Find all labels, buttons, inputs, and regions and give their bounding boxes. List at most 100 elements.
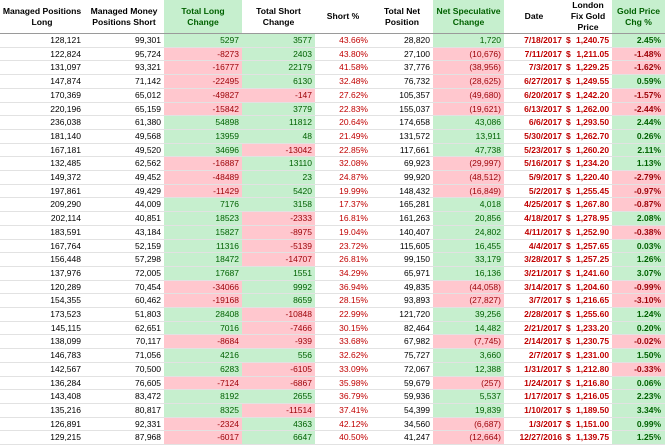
gold-price-cell: 1,212.80: [574, 362, 613, 377]
currency-symbol-cell: $: [564, 88, 574, 103]
date-cell: 4/18/2017: [504, 211, 564, 226]
managed-short-cell: 99,301: [84, 33, 164, 48]
managed-short-cell: 49,429: [84, 184, 164, 199]
table-row: 132,485 62,562 -16887 13110 32.08% 69,923 (29,…: [0, 156, 665, 172]
managed-short-cell: 71,056: [84, 348, 164, 363]
date-cell: 2/21/2017: [504, 321, 564, 336]
short-pct-cell: 22.85%: [315, 143, 371, 158]
managed-long-cell: 126,891: [0, 417, 84, 432]
currency-symbol-cell: $: [564, 266, 574, 281]
total-net-position-cell: 27,100: [371, 47, 433, 62]
total-long-change-cell: -49827: [164, 88, 242, 103]
short-pct-cell: 40.50%: [315, 430, 371, 445]
managed-long-cell: 129,215: [0, 430, 84, 445]
net-speculative-change-cell: 19,839: [433, 403, 504, 418]
managed-short-cell: 76,605: [84, 376, 164, 391]
gold-price-cell: 1,216.65: [574, 293, 613, 309]
net-speculative-change-cell: 16,455: [433, 239, 504, 254]
net-speculative-change-cell: (7,745): [433, 334, 504, 350]
managed-long-cell: 220,196: [0, 102, 84, 117]
gold-price-change-cell: 2.23%: [612, 389, 665, 404]
currency-symbol-cell: $: [564, 403, 574, 418]
total-long-change-cell: -34066: [164, 280, 242, 295]
total-short-change-cell: -939: [242, 334, 315, 350]
net-speculative-change-cell: (19,621): [433, 102, 504, 117]
net-speculative-change-cell: 12,388: [433, 362, 504, 377]
short-pct-cell: 28.15%: [315, 293, 371, 309]
total-long-change-cell: -6017: [164, 430, 242, 445]
gold-price-cell: 1,216.80: [574, 376, 613, 391]
currency-symbol-cell: $: [564, 102, 574, 117]
header-managed-long: Managed Positions Long: [0, 0, 84, 34]
short-pct-cell: 34.29%: [315, 266, 371, 281]
managed-long-cell: 202,114: [0, 211, 84, 226]
total-net-position-cell: 148,432: [371, 184, 433, 199]
short-pct-cell: 32.62%: [315, 348, 371, 363]
managed-long-cell: 154,355: [0, 293, 84, 309]
total-net-position-cell: 105,357: [371, 88, 433, 103]
gold-price-change-cell: 1.13%: [612, 156, 665, 172]
gold-price-change-cell: 0.26%: [612, 129, 665, 144]
total-short-change-cell: -11514: [242, 403, 315, 418]
gold-price-change-cell: 0.03%: [612, 239, 665, 254]
date-cell: 5/30/2017: [504, 129, 564, 144]
total-net-position-cell: 174,658: [371, 115, 433, 130]
table-row: 209,290 44,009 7176 3158 17.37% 165,281 4,018 4…: [0, 197, 665, 213]
total-short-change-cell: 11812: [242, 115, 315, 130]
date-cell: 6/27/2017: [504, 74, 564, 89]
table-row: 149,372 49,452 -48489 23 24.87% 99,920 (48,512…: [0, 170, 665, 185]
date-cell: 5/23/2017: [504, 143, 564, 158]
gold-price-cell: 1,240.75: [574, 33, 613, 48]
short-pct-cell: 22.99%: [315, 307, 371, 322]
currency-symbol-cell: $: [564, 211, 574, 226]
managed-long-cell: 167,764: [0, 239, 84, 254]
gold-price-cell: 1,255.45: [574, 184, 613, 199]
table-row: 128,121 99,301 5297 3577 43.66% 28,820 1,720 7/…: [0, 33, 665, 48]
net-speculative-change-cell: (48,512): [433, 170, 504, 185]
date-cell: 1/10/2017: [504, 403, 564, 418]
table-row: 173,523 51,803 28408 -10848 22.99% 121,720 39,…: [0, 307, 665, 322]
currency-symbol-cell: $: [564, 334, 574, 350]
short-pct-cell: 32.08%: [315, 156, 371, 172]
date-cell: 3/21/2017: [504, 266, 564, 281]
gold-price-change-cell: 0.99%: [612, 417, 665, 432]
net-speculative-change-cell: (29,997): [433, 156, 504, 172]
managed-long-cell: 120,289: [0, 280, 84, 295]
gold-price-change-cell: 3.34%: [612, 403, 665, 418]
total-short-change-cell: 6130: [242, 74, 315, 89]
table-header: Managed Positions Long Managed Money Pos…: [0, 0, 665, 34]
gold-price-cell: 1,267.80: [574, 197, 613, 213]
total-long-change-cell: 28408: [164, 307, 242, 322]
total-net-position-cell: 65,971: [371, 266, 433, 281]
net-speculative-change-cell: 20,856: [433, 211, 504, 226]
gold-price-cell: 1,220.40: [574, 170, 613, 185]
date-cell: 7/18/2017: [504, 33, 564, 48]
date-cell: 4/25/2017: [504, 197, 564, 213]
table-row: 142,567 70,500 6283 -6105 33.09% 72,067 12,388…: [0, 362, 665, 377]
gold-price-cell: 1,216.05: [574, 389, 613, 404]
total-short-change-cell: 9992: [242, 280, 315, 295]
total-short-change-cell: -13042: [242, 143, 315, 158]
managed-short-cell: 49,568: [84, 129, 164, 144]
header-gold-price-change-pct: Gold Price Chg %: [612, 0, 665, 34]
gold-price-change-cell: 3.07%: [612, 266, 665, 281]
date-cell: 12/27/2016: [504, 430, 564, 445]
total-long-change-cell: 7176: [164, 197, 242, 213]
short-pct-cell: 42.12%: [315, 417, 371, 432]
managed-long-cell: 147,874: [0, 74, 84, 89]
table-row: 143,408 83,472 8192 2655 36.79% 59,936 5,537 1/…: [0, 389, 665, 404]
managed-long-cell: 128,121: [0, 33, 84, 48]
table-row: 137,976 72,005 17687 1551 34.29% 65,971 16,136…: [0, 266, 665, 281]
table-row: 220,196 65,159 -15842 3779 22.83% 155,037 (19,…: [0, 102, 665, 117]
managed-long-cell: 135,216: [0, 403, 84, 418]
total-net-position-cell: 93,893: [371, 293, 433, 309]
currency-symbol-cell: $: [564, 252, 574, 267]
gold-price-cell: 1,230.75: [574, 334, 613, 350]
total-net-position-cell: 72,067: [371, 362, 433, 377]
table-row: 126,891 92,331 -2324 4363 42.12% 34,560 (6,687…: [0, 417, 665, 432]
total-long-change-cell: -8273: [164, 47, 242, 62]
table-row: 181,140 49,568 13959 48 21.49% 131,572 13,911 5…: [0, 129, 665, 144]
managed-long-cell: 173,523: [0, 307, 84, 322]
total-net-position-cell: 37,776: [371, 60, 433, 76]
